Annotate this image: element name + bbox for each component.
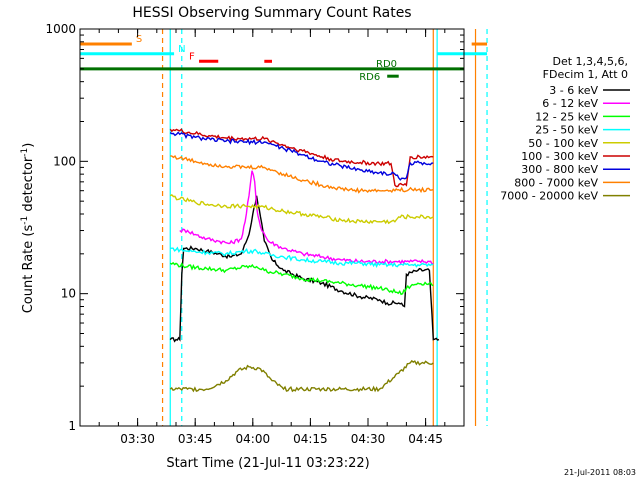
series-line-25-50-kev xyxy=(170,246,434,268)
legend-header-line-1: Det 1,3,4,5,6, xyxy=(552,55,628,68)
legend-label-12-25-kev: 12 - 25 keV xyxy=(535,110,598,123)
x-tick-label-2: 04:00 xyxy=(236,432,271,446)
series-line-800-7000-kev xyxy=(170,155,434,194)
footer-date: 21-Jul-2011 08:03 xyxy=(564,468,636,477)
legend-label-25-50-kev: 25 - 50 keV xyxy=(535,124,598,137)
series-line-7000-20000-kev xyxy=(169,359,434,393)
legend-label-300-800-kev: 300 - 800 keV xyxy=(521,163,598,176)
flag-bars: S NF RD6 RD0 xyxy=(80,34,488,83)
y-tick-label-2: 100 xyxy=(53,154,76,168)
chart-title: HESSI Observing Summary Count Rates xyxy=(132,5,411,21)
x-tick-label-4: 04:30 xyxy=(351,432,386,446)
legend-header-line-2: FDecim 1, Att 0 xyxy=(543,68,628,81)
axis-ticks: 03:30 03:45 04:00 04:15 04:30 04:45 1 10 100 1000 xyxy=(45,22,465,446)
series-line-300-800-kev xyxy=(169,131,434,181)
y-tick-label-0: 1 xyxy=(68,419,76,433)
x-tick-label-3: 04:15 xyxy=(293,432,328,446)
series-line-100-300-kev xyxy=(169,128,434,188)
flag-label-s: S xyxy=(136,34,142,45)
legend-label-100-300-kev: 100 - 300 keV xyxy=(521,150,598,163)
series-lines xyxy=(169,128,440,393)
legend-label-50-100-kev: 50 - 100 keV xyxy=(528,137,598,150)
flag-label-n: N xyxy=(178,44,185,55)
y-tick-label-1: 10 xyxy=(61,287,76,301)
flag-label-f: F xyxy=(189,51,195,62)
series-line-6-12-kev xyxy=(179,170,434,266)
legend-label-6-12-kev: 6 - 12 keV xyxy=(542,97,598,110)
y-tick-label-3: 1000 xyxy=(45,22,76,36)
x-tick-label-1: 03:45 xyxy=(178,432,213,446)
legend-label-3-6-kev: 3 - 6 keV xyxy=(549,84,598,97)
x-tick-label-5: 04:45 xyxy=(408,432,443,446)
series-line-50-100-kev xyxy=(169,194,434,225)
x-tick-label-0: 03:30 xyxy=(120,432,155,446)
y-axis-label: Count Rate (s-1 detector-1) xyxy=(20,143,36,314)
flag-label-rd6: RD6 xyxy=(359,72,380,83)
series-line-12-25-kev xyxy=(169,261,434,296)
vertical-markers xyxy=(161,29,488,426)
x-axis-label: Start Time (21-Jul-11 03:23:22) xyxy=(166,456,369,471)
flag-label-rd0: RD0 xyxy=(376,59,397,70)
legend-label-800-7000-kev: 800 - 7000 keV xyxy=(514,176,598,189)
legend-label-7000-20000-kev: 7000 - 20000 keV xyxy=(500,190,598,203)
